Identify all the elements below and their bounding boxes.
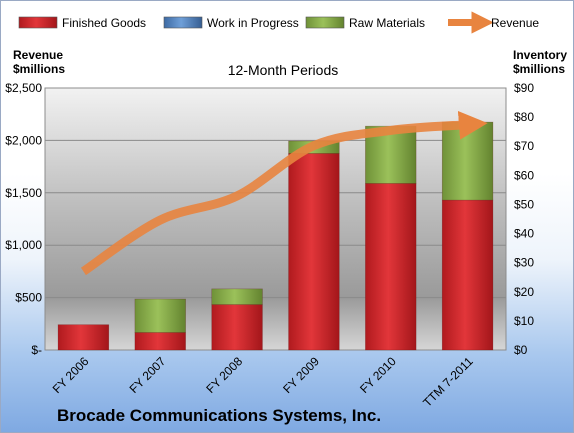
x-axis-ticks: FY 2006 FY 2007 FY 2008 FY 2009 FY 2010 TTM 7… [50, 354, 476, 410]
left-tick-label: $- [31, 343, 42, 357]
right-tick-label: $60 [514, 168, 534, 182]
right-tick-label: $10 [514, 314, 534, 328]
company-name: Brocade Communications Systems, Inc. [57, 406, 381, 425]
legend-label-raw-materials: Raw Materials [349, 16, 425, 30]
legend-swatch-raw-materials [305, 16, 345, 29]
left-tick-label: $500 [15, 291, 42, 305]
right-tick-label: $70 [514, 139, 534, 153]
bar-group [57, 121, 494, 351]
bar-finished-goods-fy-2009 [288, 153, 340, 351]
x-tick-label: FY 2007 [127, 354, 169, 396]
legend-label-finished-goods: Finished Goods [62, 16, 146, 30]
bar-raw-materials-fy-2007 [134, 298, 186, 333]
right-tick-label: $90 [514, 81, 534, 95]
bar-finished-goods-fy-2006 [57, 324, 110, 351]
revenue-line-group [80, 110, 488, 276]
bar-raw-materials-fy-2008 [211, 288, 263, 305]
bar-finished-goods-ttm-7-2011 [441, 199, 494, 351]
left-tick-label: $2,000 [5, 133, 42, 147]
chart-subtitle: 12-Month Periods [228, 62, 339, 78]
legend-swatch-work-in-progress [163, 16, 203, 29]
x-tick-label: FY 2008 [203, 354, 245, 396]
left-tick-label: $2,500 [5, 81, 42, 95]
left-axis-ticks: $- $500 $1,000 $1,500 $2,000 $2,500 [5, 81, 42, 357]
right-tick-label: $80 [514, 110, 534, 124]
plot-area [44, 87, 507, 351]
left-tick-label: $1,500 [5, 186, 42, 200]
left-tick-label: $1,000 [5, 238, 42, 252]
x-tick-label: FY 2010 [357, 354, 399, 396]
x-tick-label: TTM 7-2011 [420, 354, 476, 410]
right-tick-label: $50 [514, 197, 534, 211]
legend: Finished Goods Work in Progress Raw Materi… [18, 11, 539, 34]
left-axis-title-line2: $millions [13, 62, 65, 76]
x-tick-label: FY 2009 [280, 354, 322, 396]
right-axis-ticks: $0 $10 $20 $30 $40 $50 $60 $70 $80 $90 [514, 81, 534, 357]
right-tick-label: $20 [514, 285, 534, 299]
bar-finished-goods-fy-2010 [365, 183, 417, 351]
bar-raw-materials-ttm-7-2011 [441, 121, 494, 201]
legend-swatch-finished-goods [18, 16, 58, 29]
right-tick-label: $30 [514, 256, 534, 270]
right-tick-label: $40 [514, 227, 534, 241]
right-axis-title-line1: Inventory [513, 48, 567, 62]
bar-finished-goods-fy-2007 [134, 332, 186, 351]
right-axis-title-line2: $millions [513, 62, 565, 76]
x-tick-label: FY 2006 [50, 354, 92, 396]
right-tick-label: $0 [514, 343, 528, 357]
legend-label-work-in-progress: Work in Progress [207, 16, 299, 30]
left-axis-title-line1: Revenue [13, 48, 63, 62]
legend-label-revenue: Revenue [491, 16, 539, 30]
revenue-line [80, 110, 488, 276]
bar-finished-goods-fy-2008 [211, 304, 263, 351]
